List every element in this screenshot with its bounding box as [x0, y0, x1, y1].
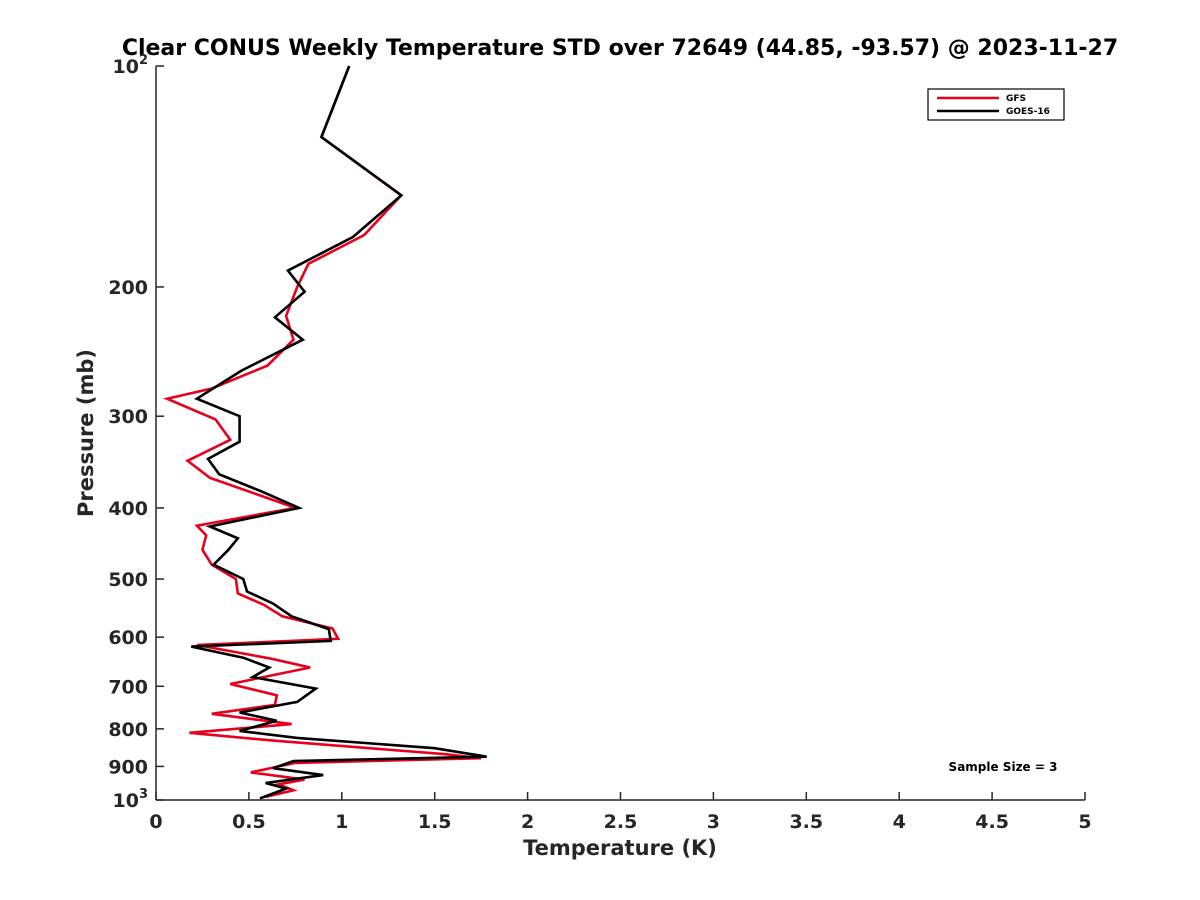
sample-size-annotation: Sample Size = 3: [949, 760, 1058, 774]
y-tick-label: 400: [108, 498, 148, 520]
y-tick-label: 300: [108, 406, 148, 428]
y-tick-label: 800: [108, 719, 148, 741]
legend-box: [927, 88, 1065, 121]
y-tick-base: 200: [108, 277, 148, 299]
y-tick-label: 102: [113, 53, 149, 78]
legend-label-gfs: GFS: [1006, 94, 1026, 104]
y-tick-base: 500: [108, 569, 148, 591]
x-tick-label: 0.5: [232, 811, 266, 833]
x-axis-label: Temperature (K): [523, 836, 717, 860]
y-tick-label: 103: [113, 787, 149, 812]
y-tick-base: 600: [108, 627, 148, 649]
x-tick-label: 3: [707, 811, 720, 833]
x-tick-label: 5: [1078, 811, 1091, 833]
chart-title: Clear CONUS Weekly Temperature STD over …: [122, 36, 1118, 61]
legend-label-goes16: GOES-16: [1006, 107, 1050, 117]
y-tick-label: 500: [108, 569, 148, 591]
x-tick-label: 4: [893, 811, 906, 833]
y-tick-base: 400: [108, 498, 148, 520]
x-tick-label: 1: [335, 811, 348, 833]
y-tick-base: 700: [108, 676, 148, 698]
y-tick-label: 600: [108, 627, 148, 649]
series-layer: [162, 65, 487, 800]
x-tick-label: 2: [521, 811, 534, 833]
series-line-goes16: [191, 65, 487, 800]
x-tick-label: 0: [149, 811, 162, 833]
y-tick-label: 900: [108, 756, 148, 778]
legend: GFS GOES-16: [927, 88, 1065, 121]
y-tick-exponent: 2: [139, 53, 148, 68]
y-axis-label: Pressure (mb): [74, 349, 98, 517]
y-tick-label: 700: [108, 676, 148, 698]
y-tick-base: 10: [113, 790, 139, 812]
y-tick-label: 200: [108, 277, 148, 299]
y-tick-base: 900: [108, 756, 148, 778]
x-ticks: 0 0.5 1 1.5 2 2.5 3 3.5 4 4.5 5: [149, 792, 1092, 833]
y-tick-base: 300: [108, 406, 148, 428]
y-tick-base: 10: [113, 56, 139, 78]
y-tick-base: 800: [108, 719, 148, 741]
x-tick-label: 1.5: [418, 811, 452, 833]
x-tick-label: 2.5: [604, 811, 638, 833]
x-tick-label: 4.5: [975, 811, 1009, 833]
x-tick-label: 3.5: [789, 811, 823, 833]
y-tick-exponent: 3: [139, 787, 148, 802]
